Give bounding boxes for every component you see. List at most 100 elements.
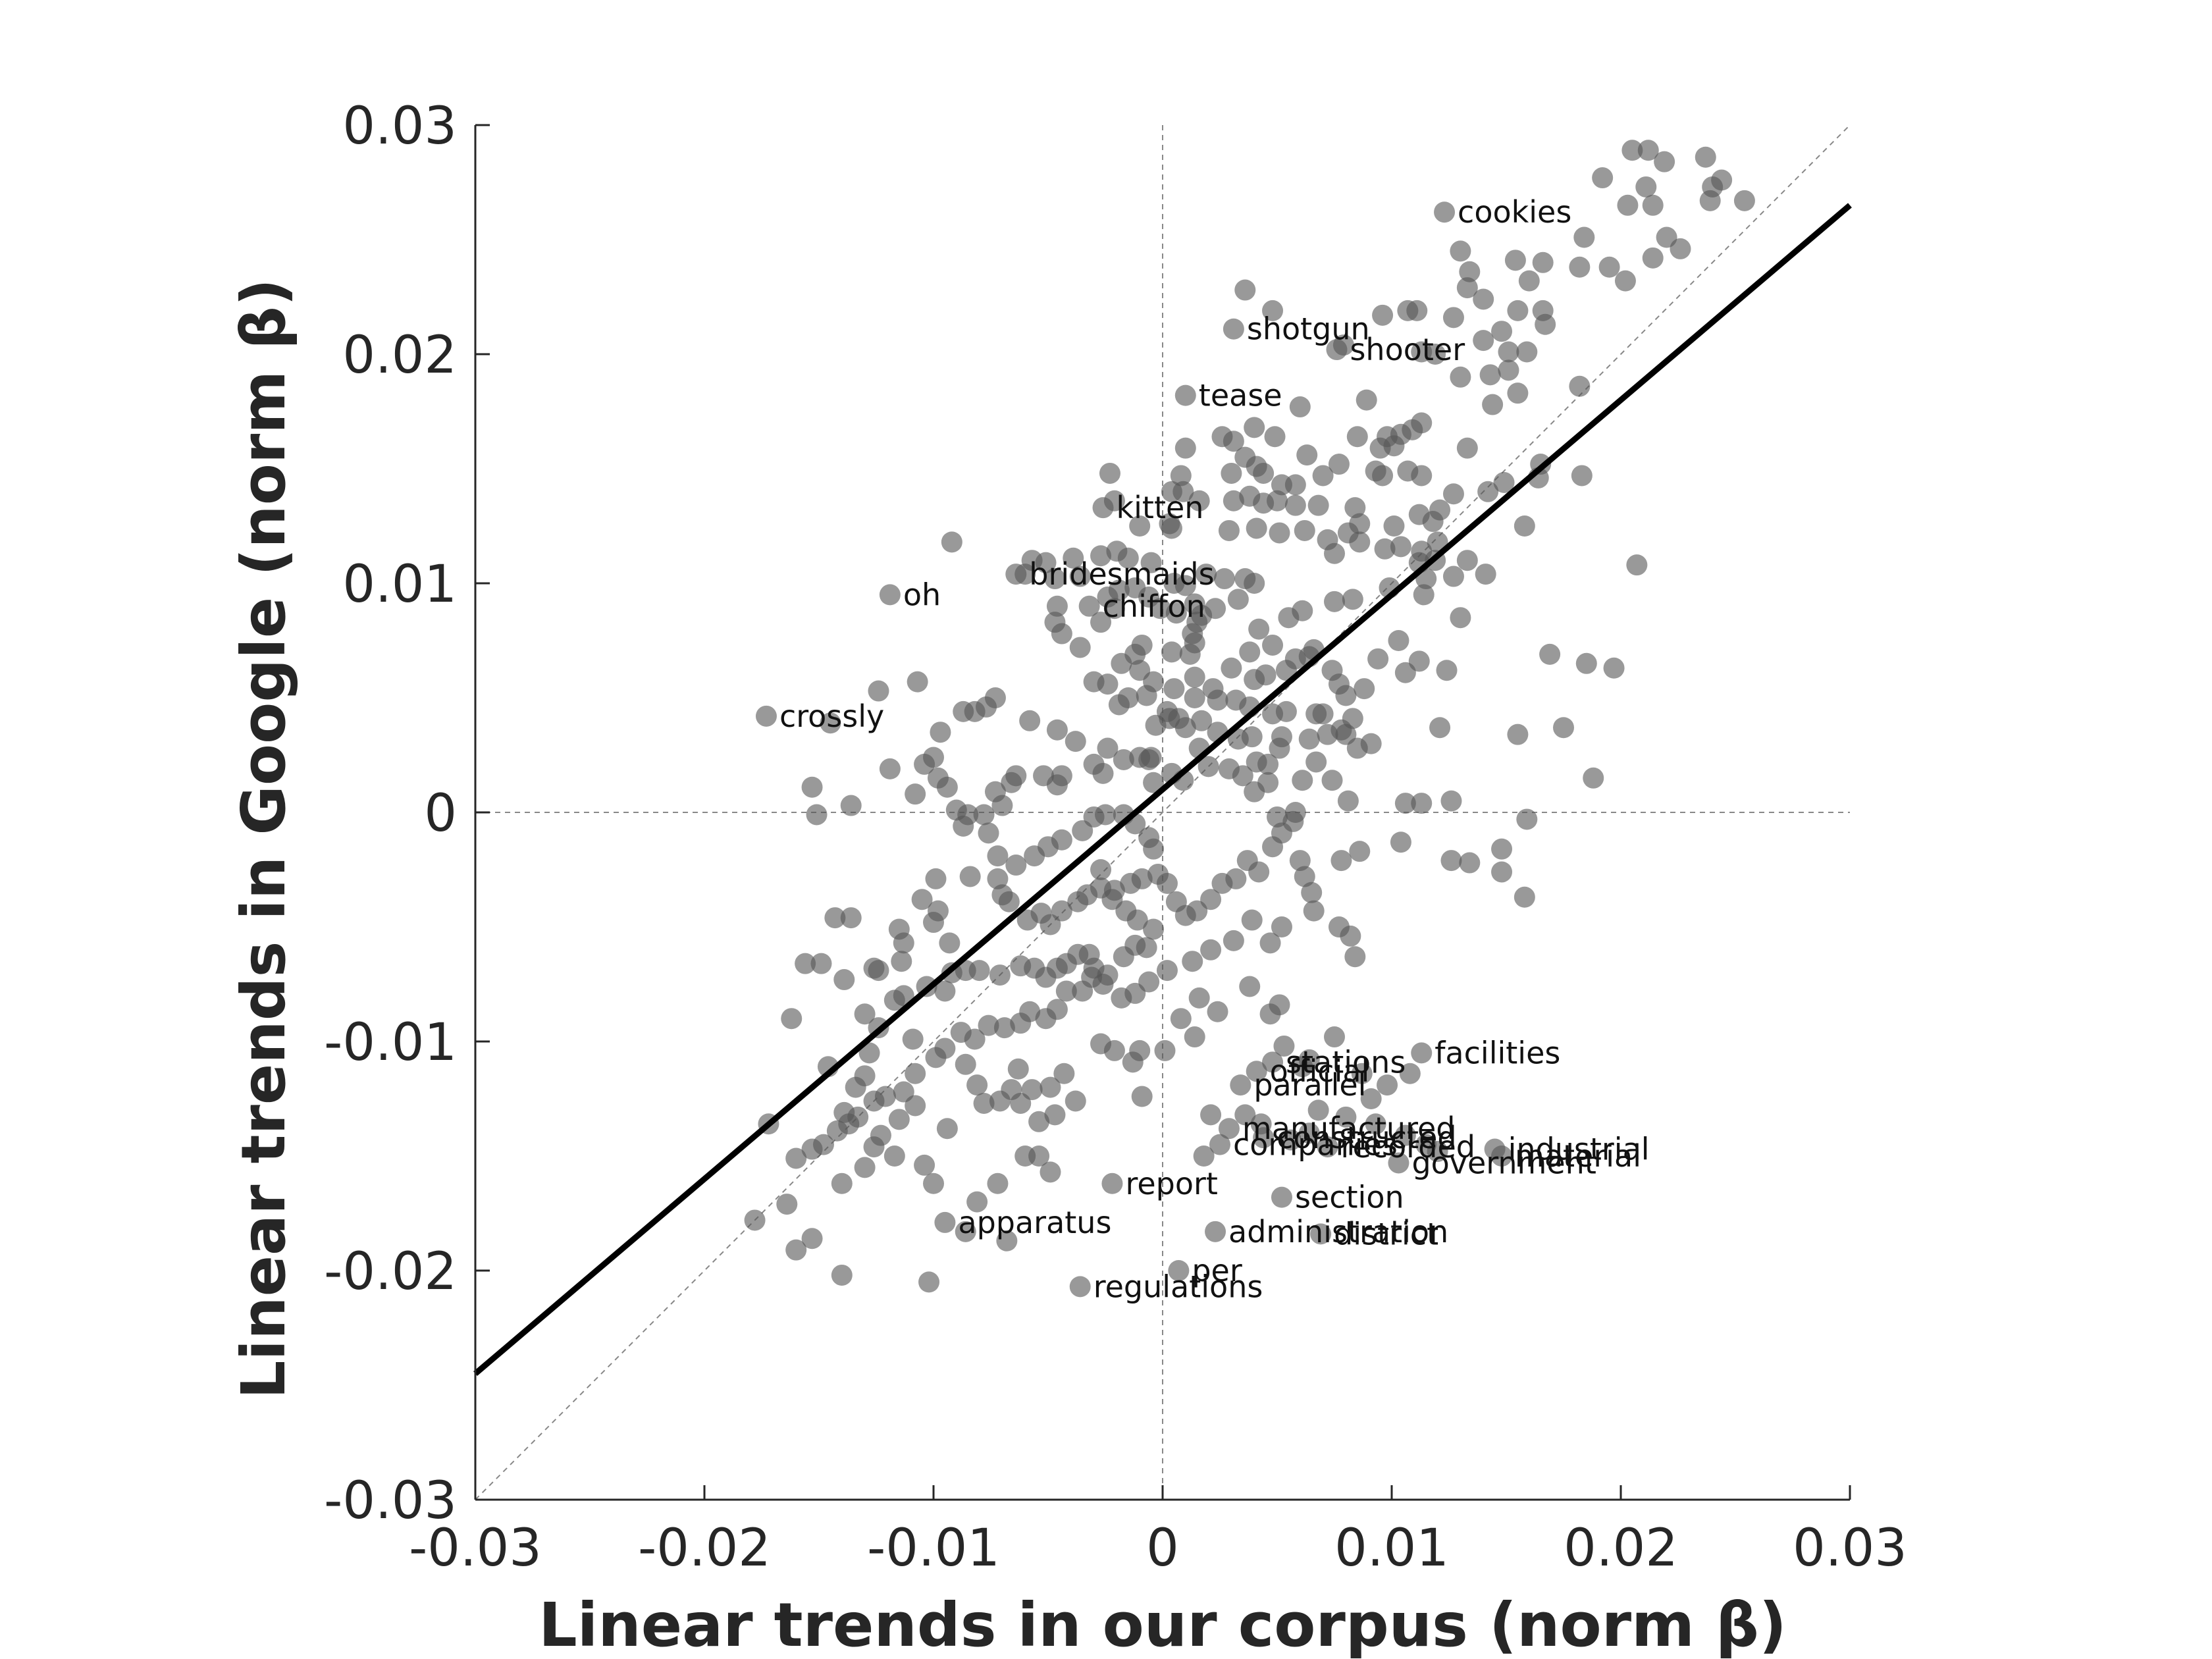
- data-point: [868, 680, 889, 702]
- data-point: [1131, 634, 1153, 656]
- data-point: [1532, 251, 1554, 273]
- data-point: [1374, 538, 1396, 560]
- word-label-district: district: [1334, 1216, 1438, 1251]
- data-point: [941, 531, 962, 553]
- data-point: [1507, 300, 1529, 321]
- data-point: [833, 1101, 855, 1123]
- labeled-data-point: [934, 1211, 956, 1233]
- data-point: [1005, 855, 1027, 876]
- data-point: [1459, 261, 1481, 282]
- data-point: [987, 1172, 1009, 1194]
- data-point: [1292, 770, 1313, 791]
- data-point: [1221, 657, 1242, 679]
- data-point: [1191, 604, 1213, 626]
- data-point: [1140, 552, 1162, 573]
- data-point: [1257, 753, 1279, 775]
- x-tick-label: 0: [1146, 1519, 1179, 1578]
- data-point: [1284, 474, 1306, 496]
- data-point: [1234, 446, 1256, 468]
- data-point: [1271, 916, 1292, 937]
- labeled-data-point: [1434, 201, 1456, 223]
- data-point: [1637, 140, 1659, 161]
- labeled-data-point: [1223, 318, 1244, 340]
- labeled-data-point: [755, 705, 777, 727]
- data-point: [925, 1047, 947, 1068]
- labeled-data-point: [1168, 1260, 1190, 1281]
- word-label-crossly: crossly: [779, 698, 884, 734]
- word-label-report: report: [1125, 1166, 1218, 1201]
- data-point: [1140, 747, 1162, 768]
- data-point: [925, 868, 947, 889]
- data-point: [1113, 749, 1134, 770]
- word-label-facilities: facilities: [1435, 1035, 1560, 1070]
- data-point: [1200, 939, 1222, 961]
- data-point: [1305, 751, 1327, 773]
- data-point: [1491, 321, 1513, 342]
- data-point: [1491, 838, 1513, 860]
- data-point: [1264, 426, 1286, 448]
- data-point: [1498, 359, 1519, 381]
- axes: -0.03 -0.02 -0.01 0 0.01 0.02 0.03 -0.03-0.02-…: [324, 97, 1907, 1578]
- data-point: [831, 1264, 853, 1286]
- data-point: [863, 957, 885, 979]
- data-point: [1188, 490, 1210, 512]
- data-point: [1294, 519, 1315, 541]
- data-point: [1239, 976, 1261, 997]
- data-point: [1143, 838, 1165, 860]
- data-point: [1289, 396, 1311, 418]
- data-point: [1129, 515, 1151, 537]
- data-point: [1390, 831, 1411, 853]
- data-point: [1122, 1051, 1144, 1073]
- data-point: [930, 722, 951, 743]
- data-point: [1269, 994, 1290, 1016]
- data-point: [1603, 657, 1625, 679]
- labeled-data-point: [1491, 1146, 1513, 1167]
- data-point: [1406, 300, 1428, 321]
- word-label-cookies: cookies: [1458, 194, 1571, 230]
- data-point: [905, 1063, 926, 1084]
- data-point: [1040, 1076, 1061, 1098]
- data-point: [1342, 708, 1363, 729]
- data-point: [991, 795, 1013, 816]
- data-point: [1573, 226, 1595, 248]
- word-label-bridesmaids: bridesmaids: [1029, 556, 1214, 592]
- data-point: [1377, 1074, 1398, 1096]
- data-point: [1569, 375, 1591, 397]
- data-point: [1514, 886, 1535, 908]
- labeled-data-point: [1092, 497, 1114, 519]
- data-point: [854, 1157, 876, 1178]
- data-point: [1007, 1058, 1029, 1080]
- data-point: [1111, 987, 1132, 1009]
- data-point: [1442, 307, 1464, 329]
- labeled-data-point: [1218, 1118, 1240, 1140]
- data-point: [858, 1042, 880, 1064]
- data-point: [1388, 630, 1409, 651]
- labeled-data-point: [1209, 1134, 1230, 1155]
- data-point: [1344, 497, 1366, 519]
- data-point: [1227, 589, 1249, 610]
- data-point: [1571, 465, 1593, 487]
- data-point: [1262, 300, 1284, 321]
- data-point: [785, 1147, 807, 1169]
- data-point: [1159, 513, 1180, 535]
- data-point: [1328, 454, 1350, 475]
- data-point: [1156, 960, 1178, 982]
- labeled-data-point: [1388, 1152, 1409, 1174]
- data-point: [1120, 872, 1142, 894]
- data-point: [1090, 612, 1112, 633]
- data-point: [1083, 753, 1105, 775]
- data-point: [1440, 790, 1462, 812]
- data-point: [1154, 1040, 1176, 1061]
- data-point: [1239, 485, 1261, 507]
- data-point: [1090, 859, 1112, 880]
- data-point: [1394, 793, 1416, 814]
- data-point: [1021, 1079, 1043, 1101]
- data-point: [1165, 602, 1187, 624]
- y-tick-label: 0.01: [342, 555, 457, 614]
- data-point: [785, 1239, 807, 1261]
- data-point: [891, 951, 912, 972]
- data-point: [1028, 1111, 1050, 1132]
- data-point: [1360, 1088, 1382, 1109]
- data-point: [1221, 462, 1242, 484]
- data-point: [801, 776, 823, 798]
